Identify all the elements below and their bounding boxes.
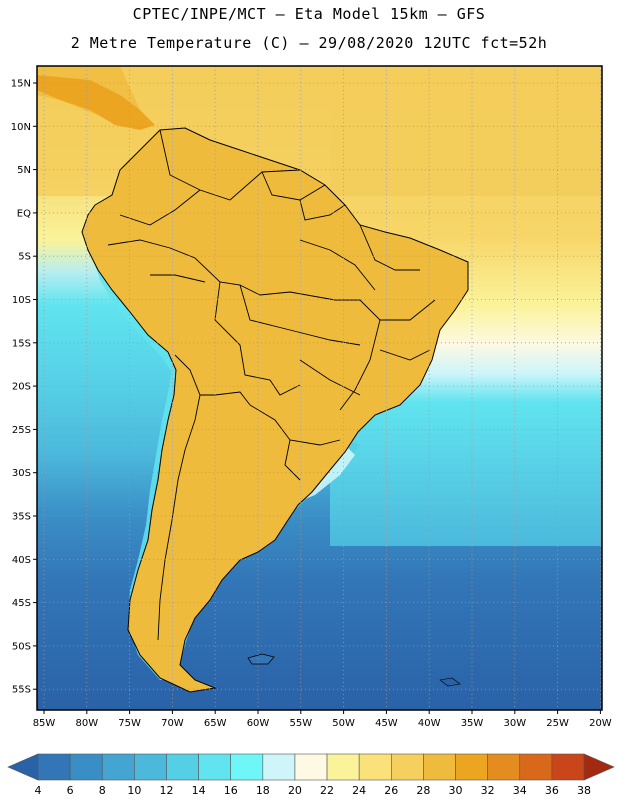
- colorbar-label: 24: [352, 784, 366, 797]
- colorbar-swatch: [37, 753, 71, 781]
- lon-label: 50W: [332, 718, 355, 729]
- lat-label: 55S: [12, 685, 31, 696]
- lon-label: 20W: [589, 718, 612, 729]
- lat-label: 25S: [12, 425, 31, 436]
- colorbar-swatch: [358, 753, 392, 781]
- lon-label: 70W: [161, 718, 184, 729]
- colorbar-label: 8: [99, 784, 106, 797]
- colorbar-label: 38: [577, 784, 591, 797]
- lat-label: 30S: [12, 468, 31, 479]
- lon-label: 25W: [546, 718, 569, 729]
- colorbar-swatch: [519, 753, 553, 781]
- lon-label: 35W: [461, 718, 484, 729]
- colorbar-label: 26: [384, 784, 398, 797]
- colorbar-label: 6: [67, 784, 74, 797]
- colorbar-swatch: [262, 753, 296, 781]
- lat-label: 20S: [12, 382, 31, 393]
- lon-label: 85W: [33, 718, 56, 729]
- colorbar-label: 36: [545, 784, 559, 797]
- lon-label: 55W: [289, 718, 312, 729]
- lat-label: 35S: [12, 512, 31, 523]
- colorbar-swatch: [390, 753, 424, 781]
- lat-label: 10N: [11, 122, 31, 133]
- colorbar-swatch: [166, 753, 199, 781]
- chart-title: CPTEC/INPE/MCT – Eta Model 15km – GFS: [132, 5, 486, 23]
- colorbar-label: 10: [127, 784, 141, 797]
- map-frame: [36, 65, 603, 711]
- lon-label: 65W: [204, 718, 227, 729]
- colorbar-label: 30: [449, 784, 463, 797]
- longitude-labels: 85W 80W 75W 70W 65W 60W 55W 50W 45W 40W 35W 30W 25W 2…: [33, 710, 612, 729]
- lat-label: 50S: [12, 641, 31, 652]
- latitude-labels: 15N 10N 5N EQ 5S 10S 15S 20S 25S 30S 35S 40S 45S 50S 5…: [11, 79, 37, 696]
- colorbar-swatch: [230, 753, 264, 781]
- lat-label: 10S: [12, 295, 31, 306]
- lon-label: 40W: [418, 718, 441, 729]
- colorbar-label: 18: [256, 784, 270, 797]
- lat-label: 15N: [11, 79, 31, 90]
- lon-label: 30W: [503, 718, 526, 729]
- colorbar-swatch: [423, 753, 456, 781]
- colorbar-label: 32: [481, 784, 495, 797]
- colorbar-swatch: [198, 753, 232, 781]
- chart-subtitle: 2 Metre Temperature (C) – 29/08/2020 12U…: [70, 34, 548, 52]
- colorbar-label: 22: [320, 784, 334, 797]
- lat-label: 15S: [12, 338, 31, 349]
- lat-label: 5S: [18, 252, 31, 263]
- colorbar-swatch: [134, 753, 167, 781]
- colorbar-swatch: [101, 753, 135, 781]
- lat-lon-grid: [37, 66, 602, 710]
- lon-label: 75W: [118, 718, 141, 729]
- colorbar-label: 12: [159, 784, 173, 797]
- lon-label: 45W: [375, 718, 398, 729]
- country-borders: [107, 129, 436, 641]
- colorbar-swatch: [455, 753, 488, 781]
- colorbar-swatch: [487, 753, 521, 781]
- colorbar-arrow-low: [7, 753, 39, 781]
- colorbar-swatch: [551, 753, 585, 781]
- colorbar-swatch: [294, 753, 328, 781]
- colorbar-label: 20: [288, 784, 302, 797]
- colorbar-arrow-high: [583, 753, 615, 781]
- lat-label: 5N: [17, 165, 31, 176]
- lat-label: 40S: [12, 555, 31, 566]
- colorbar-label: 4: [35, 784, 42, 797]
- colorbar-label: 14: [192, 784, 206, 797]
- colorbar-label: 16: [224, 784, 238, 797]
- lon-label: 60W: [247, 718, 270, 729]
- colorbar-label: 34: [513, 784, 527, 797]
- lat-label: EQ: [17, 208, 31, 219]
- lat-label: 45S: [12, 598, 31, 609]
- lon-label: 80W: [75, 718, 98, 729]
- colorbar-swatch: [69, 753, 103, 781]
- colorbar-swatch: [326, 753, 360, 781]
- colorbar-label: 28: [416, 784, 430, 797]
- colorbar: 4 6 8 10 12 14 16 18 20 22 24 26 28 30 32 34 36 38: [7, 753, 615, 797]
